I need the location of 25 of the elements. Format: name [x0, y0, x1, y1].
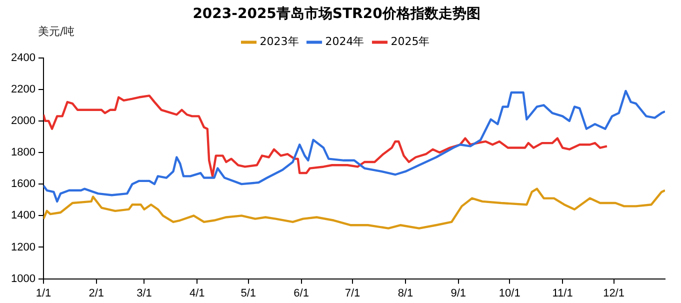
legend-label: 2023年 — [260, 35, 299, 48]
x-tick-label: 12/1 — [603, 287, 624, 300]
y-tick-label: 1200 — [10, 241, 36, 254]
x-tick-label: 1/1 — [36, 287, 52, 300]
x-tick-label: 5/1 — [240, 287, 256, 300]
y-tick-label: 1600 — [10, 178, 36, 190]
x-tick-label: 7/1 — [344, 287, 360, 300]
legend-label: 2024年 — [325, 35, 364, 48]
y-axis-title: 美元/吨 — [38, 24, 75, 39]
y-tick-label: 1000 — [10, 272, 36, 285]
x-tick-label: 2/1 — [88, 287, 104, 300]
y-tick-label: 2200 — [10, 83, 36, 96]
chart-title: 2023-2025青岛市场STR20价格指数走势图 — [192, 5, 480, 22]
legend-label: 2025年 — [390, 35, 430, 48]
x-tick-label: 8/1 — [398, 287, 414, 300]
x-tick-label: 9/1 — [450, 287, 466, 300]
y-tick-label: 2000 — [10, 114, 36, 127]
x-tick-label: 11/1 — [552, 287, 573, 300]
y-tick-label: 2400 — [10, 52, 36, 64]
x-tick-label: 3/1 — [136, 287, 152, 300]
y-tick-label: 1800 — [10, 146, 36, 159]
x-tick-label: 10/1 — [498, 287, 520, 300]
x-tick-label: 4/1 — [189, 287, 205, 300]
x-tick-label: 6/1 — [294, 287, 309, 300]
y-tick-label: 1400 — [10, 210, 36, 222]
